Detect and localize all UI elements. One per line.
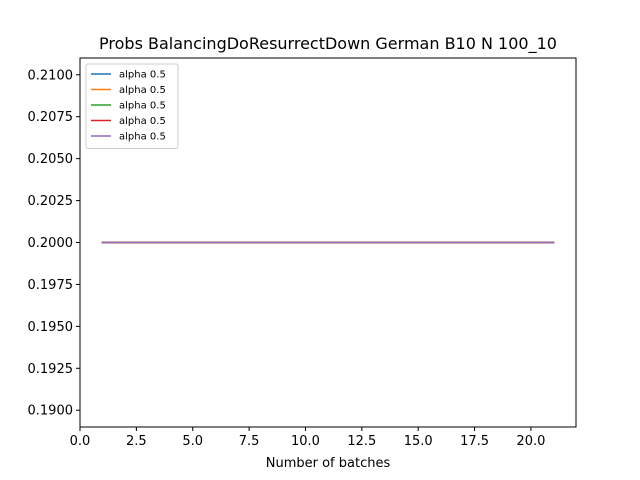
legend-label-2: alpha 0.5 [119, 85, 166, 96]
y-tick-label: 0.2075 [28, 110, 74, 125]
y-tick-label: 0.2000 [28, 236, 74, 251]
legend: alpha 0.5 alpha 0.5 alpha 0.5 alpha 0.5 alph… [85, 63, 179, 149]
y-tick-label: 0.1925 [28, 362, 74, 377]
legend-label-3: alpha 0.5 [119, 101, 166, 112]
y-tick-label: 0.2050 [28, 152, 74, 167]
y-tick-label: 0.1900 [28, 404, 74, 419]
y-tick-label: 0.1975 [28, 278, 74, 293]
x-tick-label: 0.0 [70, 434, 91, 449]
x-tick-label: 10.0 [291, 434, 320, 449]
x-tick-label: 12.5 [347, 434, 376, 449]
x-tick-label: 2.5 [126, 434, 147, 449]
legend-box [85, 63, 179, 149]
x-tick-label: 15.0 [404, 434, 433, 449]
plot-area: 0.0 2.5 5.0 7.5 10.0 12.5 15.0 17.5 20.0 0.1900 0.… [28, 57, 577, 449]
y-tick-label: 0.2100 [28, 68, 74, 83]
chart-title: Probs BalancingDoResurrectDown German B1… [99, 34, 557, 54]
x-tick-label: 17.5 [460, 434, 489, 449]
x-tick-label: 7.5 [239, 434, 260, 449]
x-tick-label: 5.0 [182, 434, 203, 449]
legend-label-4: alpha 0.5 [119, 116, 166, 127]
x-tick-label: 20.0 [516, 434, 545, 449]
x-axis-label: Number of batches [266, 456, 391, 471]
legend-label-1: alpha 0.5 [119, 70, 166, 81]
y-tick-label: 0.2025 [28, 194, 74, 209]
y-tick-label: 0.1950 [28, 320, 74, 335]
legend-label-5: alpha 0.5 [119, 132, 166, 143]
